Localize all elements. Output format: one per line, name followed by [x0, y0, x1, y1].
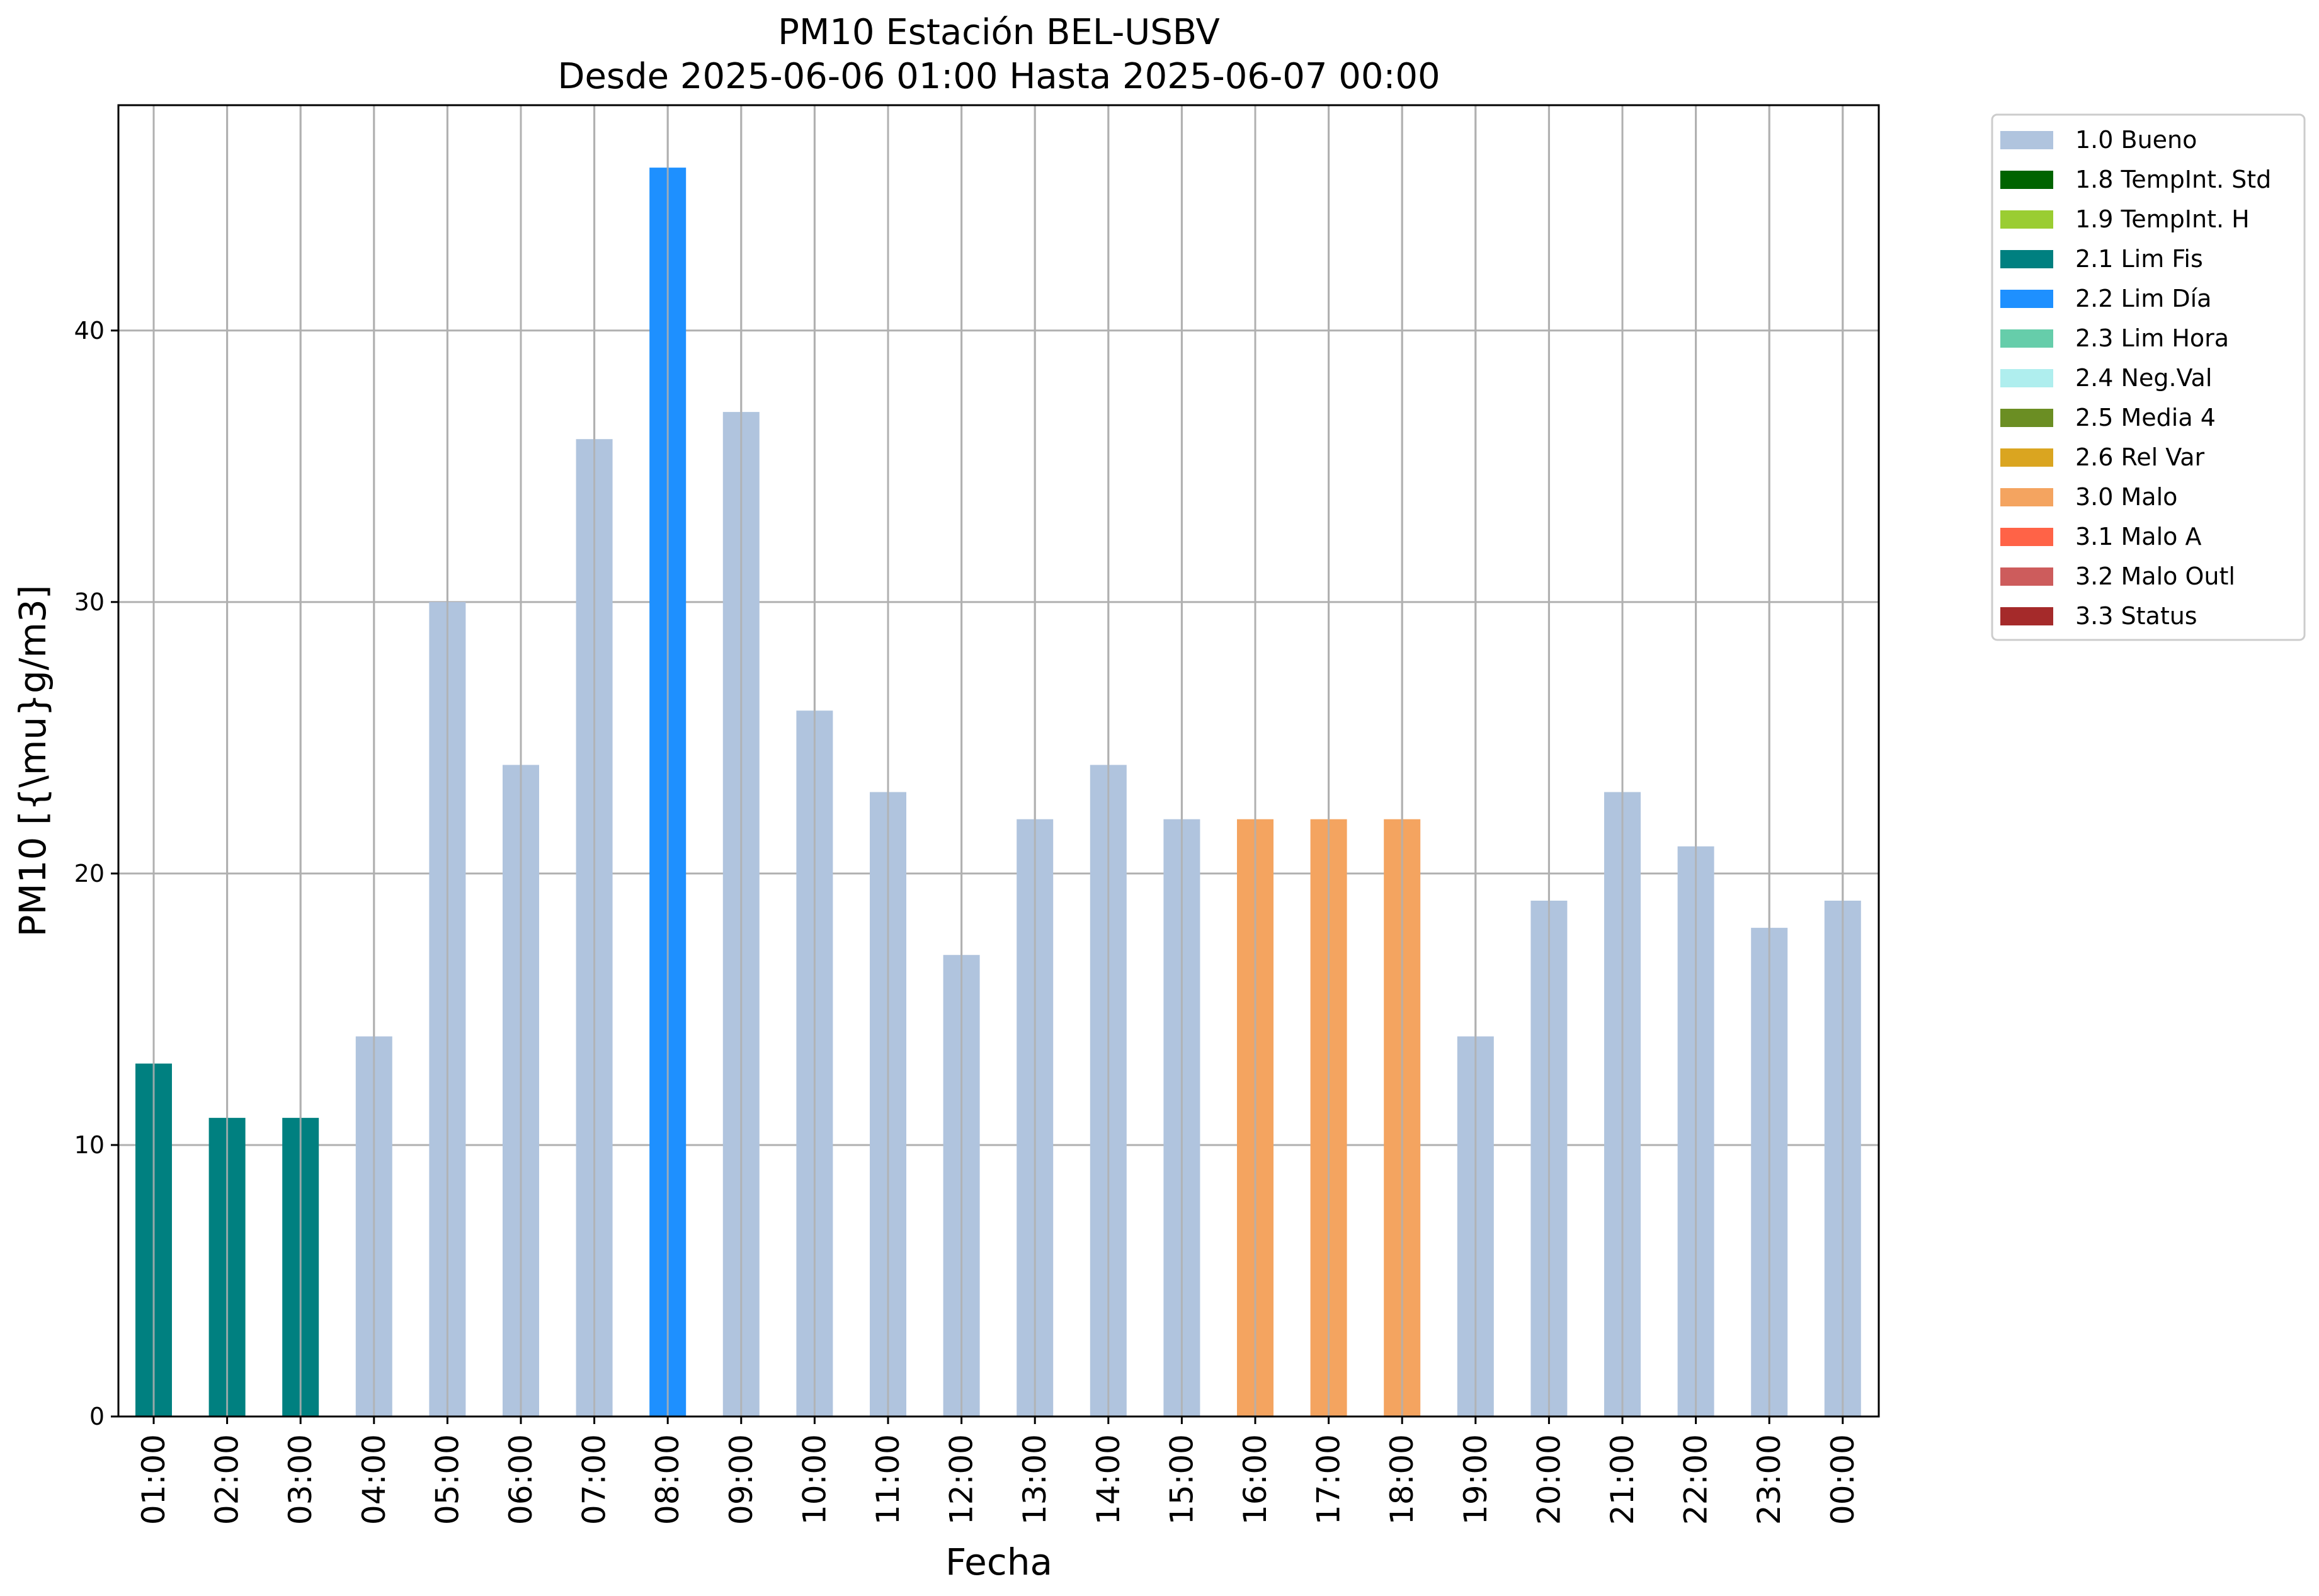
legend-swatch: [2000, 131, 2053, 149]
y-ticks: 0 10 20 30 40: [74, 317, 118, 1430]
x-tick-label: 09:00: [723, 1434, 760, 1525]
legend: 1.0 Bueno 1.8 TempInt. Std 1.9 TempInt. H 2…: [1991, 113, 2306, 641]
x-ticks: 01:00 02:00 03:00 04:00 05:00 06:00 07:00 08:00…: [135, 1416, 1861, 1525]
x-axis-label: Fecha: [945, 1541, 1052, 1583]
legend-label: 1.0 Bueno: [2075, 126, 2197, 154]
x-tick-label: 08:00: [649, 1434, 686, 1525]
y-tick-label: 20: [74, 860, 105, 887]
x-tick-label: 13:00: [1017, 1434, 1053, 1525]
bars: [135, 105, 1861, 1417]
x-tick-label: 11:00: [870, 1434, 906, 1525]
plot-frame: [117, 104, 1880, 1418]
x-tick-label: 07:00: [576, 1434, 613, 1525]
x-tick-label: 23:00: [1751, 1434, 1787, 1525]
x-tick-label: 19:00: [1457, 1434, 1494, 1525]
legend-frame: [1991, 113, 2306, 641]
x-tick-label: 16:00: [1237, 1434, 1273, 1525]
legend-label: 3.0 Malo: [2075, 483, 2177, 511]
legend-swatch: [2000, 329, 2053, 348]
x-tick-label: 10:00: [796, 1434, 833, 1525]
y-tick-label: 0: [89, 1403, 105, 1430]
x-tick-label: 15:00: [1163, 1434, 1200, 1525]
legend-swatch: [2000, 567, 2053, 586]
legend-label: 3.2 Malo Outl: [2075, 562, 2235, 590]
x-tick-label: 14:00: [1090, 1434, 1127, 1525]
legend-label: 2.4 Neg.Val: [2075, 364, 2212, 392]
legend-swatch: [2000, 607, 2053, 625]
x-tick-label: 18:00: [1384, 1434, 1420, 1525]
chart-title: PM10 Estación BEL-USBV: [778, 12, 1220, 53]
legend-swatch: [2000, 290, 2053, 308]
legend-label: 2.2 Lim Día: [2075, 285, 2211, 312]
legend-swatch: [2000, 369, 2053, 387]
y-axis-label: PM10 [{\mu}g/m3]: [11, 585, 54, 937]
x-tick-label: 12:00: [943, 1434, 980, 1525]
x-tick-label: 01:00: [135, 1434, 172, 1525]
y-tick-label: 10: [74, 1131, 105, 1159]
y-tick-label: 30: [74, 588, 105, 616]
legend-label: 2.1 Lim Fis: [2075, 245, 2203, 273]
legend-swatch: [2000, 250, 2053, 268]
x-tick-label: 21:00: [1604, 1434, 1641, 1525]
legend-label: 1.9 TempInt. H: [2075, 205, 2250, 233]
legend-swatch: [2000, 210, 2053, 229]
x-tick-label: 03:00: [282, 1434, 319, 1525]
legend-label: 3.1 Malo A: [2075, 523, 2201, 550]
x-tick-label: 02:00: [209, 1434, 246, 1525]
x-tick-label: 22:00: [1678, 1434, 1714, 1525]
x-tick-label: 05:00: [429, 1434, 465, 1525]
legend-swatch: [2000, 488, 2053, 506]
x-tick-label: 17:00: [1311, 1434, 1347, 1525]
legend-swatch: [2000, 409, 2053, 427]
x-tick-label: 04:00: [356, 1434, 392, 1525]
y-tick-label: 40: [74, 317, 105, 345]
legend-swatch: [2000, 448, 2053, 467]
chart-subtitle: Desde 2025-06-06 01:00 Hasta 2025-06-07 …: [557, 56, 1440, 97]
legend-label: 1.8 TempInt. Std: [2075, 166, 2271, 193]
legend-swatch: [2000, 171, 2053, 189]
legend-label: 3.3 Status: [2075, 602, 2197, 630]
x-tick-label: 20:00: [1530, 1434, 1567, 1525]
legend-swatch: [2000, 528, 2053, 546]
legend-label: 2.3 Lim Hora: [2075, 324, 2229, 352]
legend-label: 2.6 Rel Var: [2075, 443, 2205, 471]
x-tick-label: 06:00: [503, 1434, 539, 1525]
legend-label: 2.5 Media 4: [2075, 404, 2216, 431]
x-tick-label: 00:00: [1825, 1434, 1861, 1525]
